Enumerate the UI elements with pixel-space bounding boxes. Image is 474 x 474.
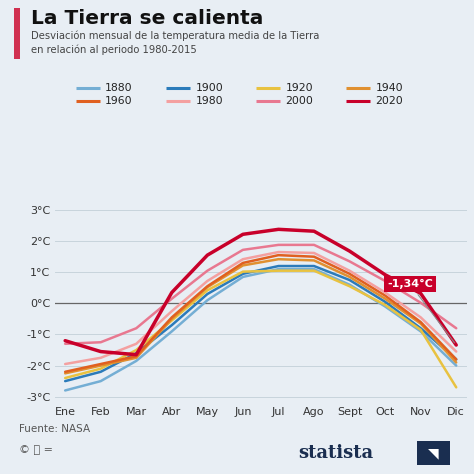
Text: 1920: 1920: [285, 82, 313, 93]
Text: Fuente: NASA: Fuente: NASA: [19, 424, 90, 434]
Text: 2020: 2020: [375, 96, 403, 107]
Text: © ⓘ =: © ⓘ =: [19, 445, 53, 455]
Text: 1980: 1980: [195, 96, 223, 107]
Text: 1880: 1880: [105, 82, 133, 93]
Text: Desviación mensual de la temperatura media de la Tierra
en relación al periodo 1: Desviación mensual de la temperatura med…: [31, 31, 319, 55]
Text: 1960: 1960: [105, 96, 133, 107]
Text: La Tierra se calienta: La Tierra se calienta: [31, 9, 263, 27]
Text: -1,34°C: -1,34°C: [387, 279, 455, 343]
Text: ◥: ◥: [428, 446, 439, 460]
Text: 1940: 1940: [375, 82, 403, 93]
Text: 1900: 1900: [195, 82, 223, 93]
Text: statista: statista: [299, 444, 374, 462]
Text: 2000: 2000: [285, 96, 313, 107]
